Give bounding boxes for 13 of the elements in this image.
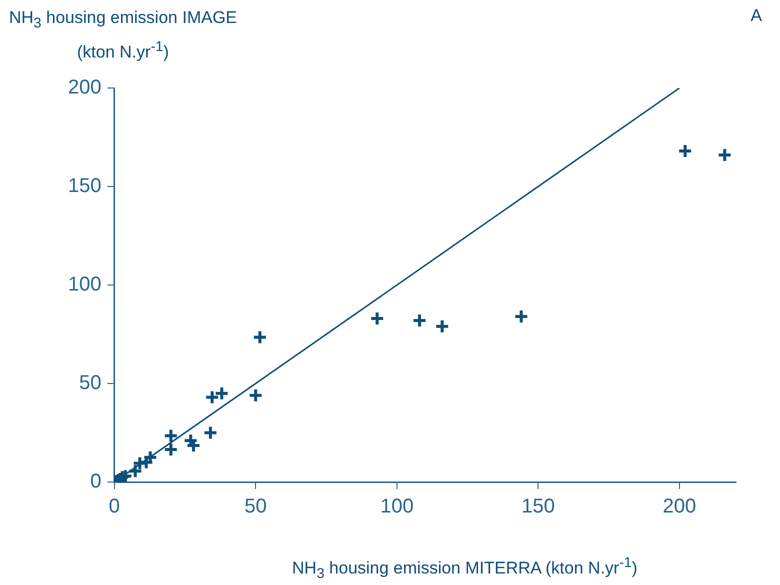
x-tick-label: 50 — [244, 496, 267, 518]
y-tick-label: 150 — [68, 175, 102, 198]
y-tick-label: 0 — [90, 470, 102, 493]
text: A — [750, 6, 762, 26]
x-tick-label: 100 — [380, 496, 414, 518]
y-tick-label: 100 — [68, 274, 102, 296]
x-tick-label: 0 — [108, 496, 120, 518]
y-tick-label: 200 — [68, 76, 102, 99]
x-tick-label: 200 — [662, 496, 696, 518]
y-tick-label: 50 — [79, 372, 102, 394]
x-axis-title: NH$_{3}$ housing emission MITERRA (kton N.yr$^{-1}$) — [292, 555, 638, 582]
y-axis-title: NH$_{3}$ housing emission IMAGE (kton N.yr$^{-1}$) — [8, 7, 238, 64]
x-tick-label: 150 — [522, 496, 555, 518]
